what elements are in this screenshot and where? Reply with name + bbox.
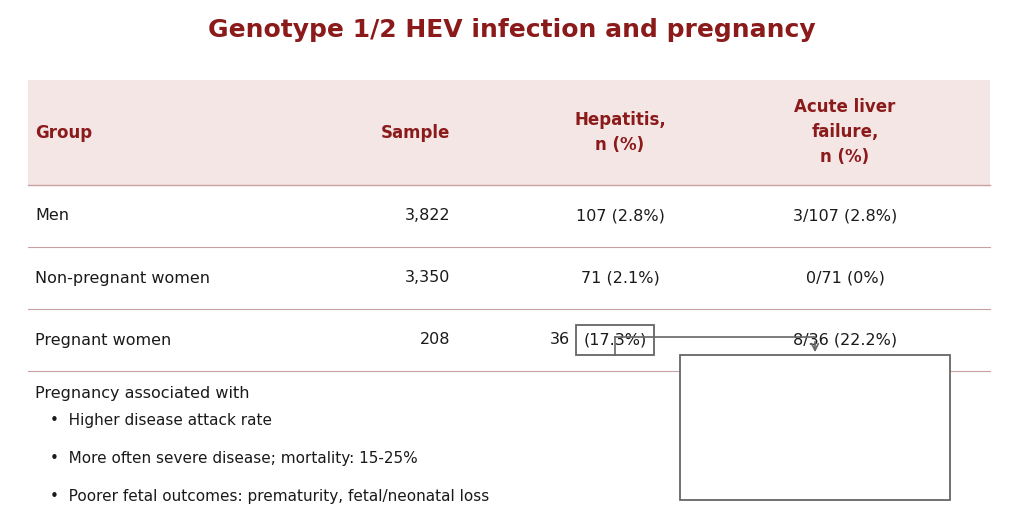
Text: 18.6%: 18.6% — [874, 462, 925, 477]
Text: 107 (2.8%): 107 (2.8%) — [575, 208, 665, 224]
Text: 208: 208 — [420, 332, 450, 348]
Bar — [680, 355, 950, 500]
Bar — [28, 80, 990, 185]
Text: Hepatitis,
n (%): Hepatitis, n (%) — [574, 111, 666, 154]
Text: Pregnancy associated with: Pregnancy associated with — [35, 386, 250, 401]
Text: Pregnant women: Pregnant women — [35, 332, 171, 348]
Text: II:: II: — [725, 429, 740, 444]
Text: Trimester: Trimester — [776, 373, 854, 391]
Text: 8.8%: 8.8% — [884, 398, 925, 413]
Text: Men: Men — [35, 208, 69, 224]
Text: (17.3%): (17.3%) — [584, 332, 646, 348]
Text: Acute liver
failure,
n (%): Acute liver failure, n (%) — [795, 98, 896, 167]
Text: 3,350: 3,350 — [404, 270, 450, 286]
Text: 36: 36 — [550, 332, 570, 348]
Text: III:: III: — [725, 462, 744, 477]
Text: •  Higher disease attack rate: • Higher disease attack rate — [50, 413, 272, 428]
Text: I:: I: — [725, 398, 735, 413]
Text: 3,822: 3,822 — [404, 208, 450, 224]
Text: Group: Group — [35, 123, 92, 142]
Text: 19.4%: 19.4% — [874, 429, 925, 444]
Text: •  Poorer fetal outcomes: prematurity, fetal/neonatal loss: • Poorer fetal outcomes: prematurity, fe… — [50, 489, 489, 504]
Text: 71 (2.1%): 71 (2.1%) — [581, 270, 659, 286]
Text: 3/107 (2.8%): 3/107 (2.8%) — [793, 208, 897, 224]
Text: Sample: Sample — [381, 123, 450, 142]
Text: •  More often severe disease; mortality: 15-25%: • More often severe disease; mortality: … — [50, 451, 418, 466]
Text: 0/71 (0%): 0/71 (0%) — [806, 270, 885, 286]
Bar — [575, 325, 654, 355]
Text: Genotype 1/2 HEV infection and pregnancy: Genotype 1/2 HEV infection and pregnancy — [208, 18, 816, 42]
Text: Non-pregnant women: Non-pregnant women — [35, 270, 210, 286]
Text: 8/36 (22.2%): 8/36 (22.2%) — [793, 332, 897, 348]
